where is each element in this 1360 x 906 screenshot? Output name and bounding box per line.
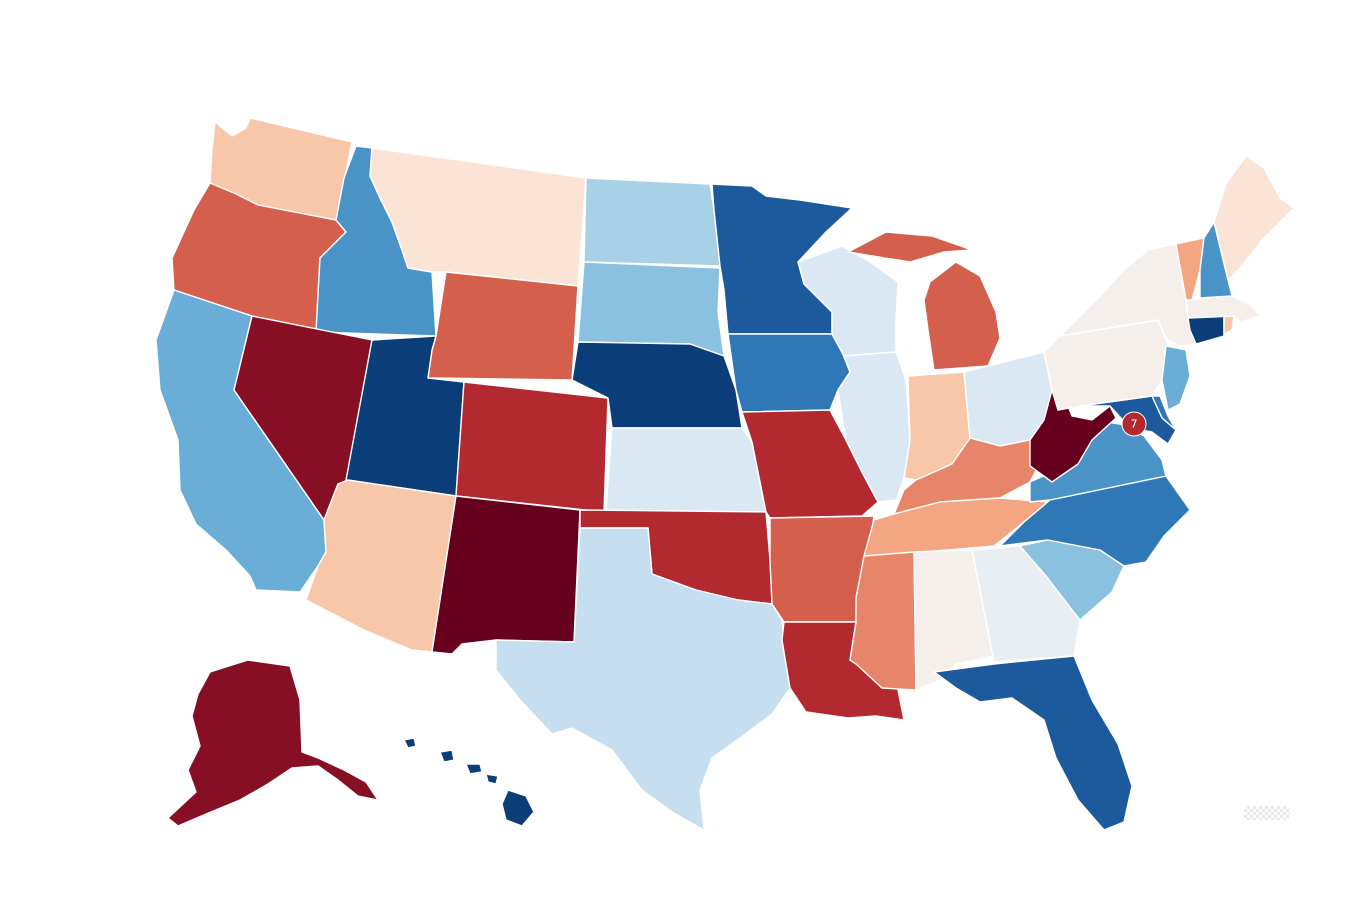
state-NJ[interactable]	[1161, 345, 1191, 411]
state-IA[interactable]	[727, 333, 851, 413]
dc-badge[interactable]: 7	[1121, 411, 1147, 437]
state-MO[interactable]	[741, 409, 879, 519]
state-DE[interactable]	[1151, 395, 1177, 431]
state-TN[interactable]	[863, 497, 1049, 557]
state-KS[interactable]	[605, 427, 767, 513]
state-IL[interactable]	[837, 351, 911, 503]
state-NM[interactable]	[431, 495, 581, 655]
dc-badge-label: 7	[1131, 418, 1138, 431]
state-FL[interactable]	[933, 655, 1133, 831]
watermark-pattern	[1244, 806, 1290, 820]
state-ME[interactable]	[1213, 155, 1295, 281]
state-CO[interactable]	[455, 381, 609, 513]
state-MI[interactable]	[847, 231, 1001, 371]
state-ND[interactable]	[583, 177, 721, 267]
state-AK[interactable]	[167, 659, 379, 827]
state-NC[interactable]	[999, 475, 1191, 567]
state-MA[interactable]	[1185, 295, 1261, 323]
state-MT[interactable]	[369, 147, 587, 287]
state-TX[interactable]	[495, 527, 791, 831]
state-WY[interactable]	[427, 271, 579, 381]
state-HI[interactable]	[403, 737, 535, 827]
state-VT[interactable]	[1175, 237, 1205, 301]
state-CT[interactable]	[1187, 313, 1225, 345]
